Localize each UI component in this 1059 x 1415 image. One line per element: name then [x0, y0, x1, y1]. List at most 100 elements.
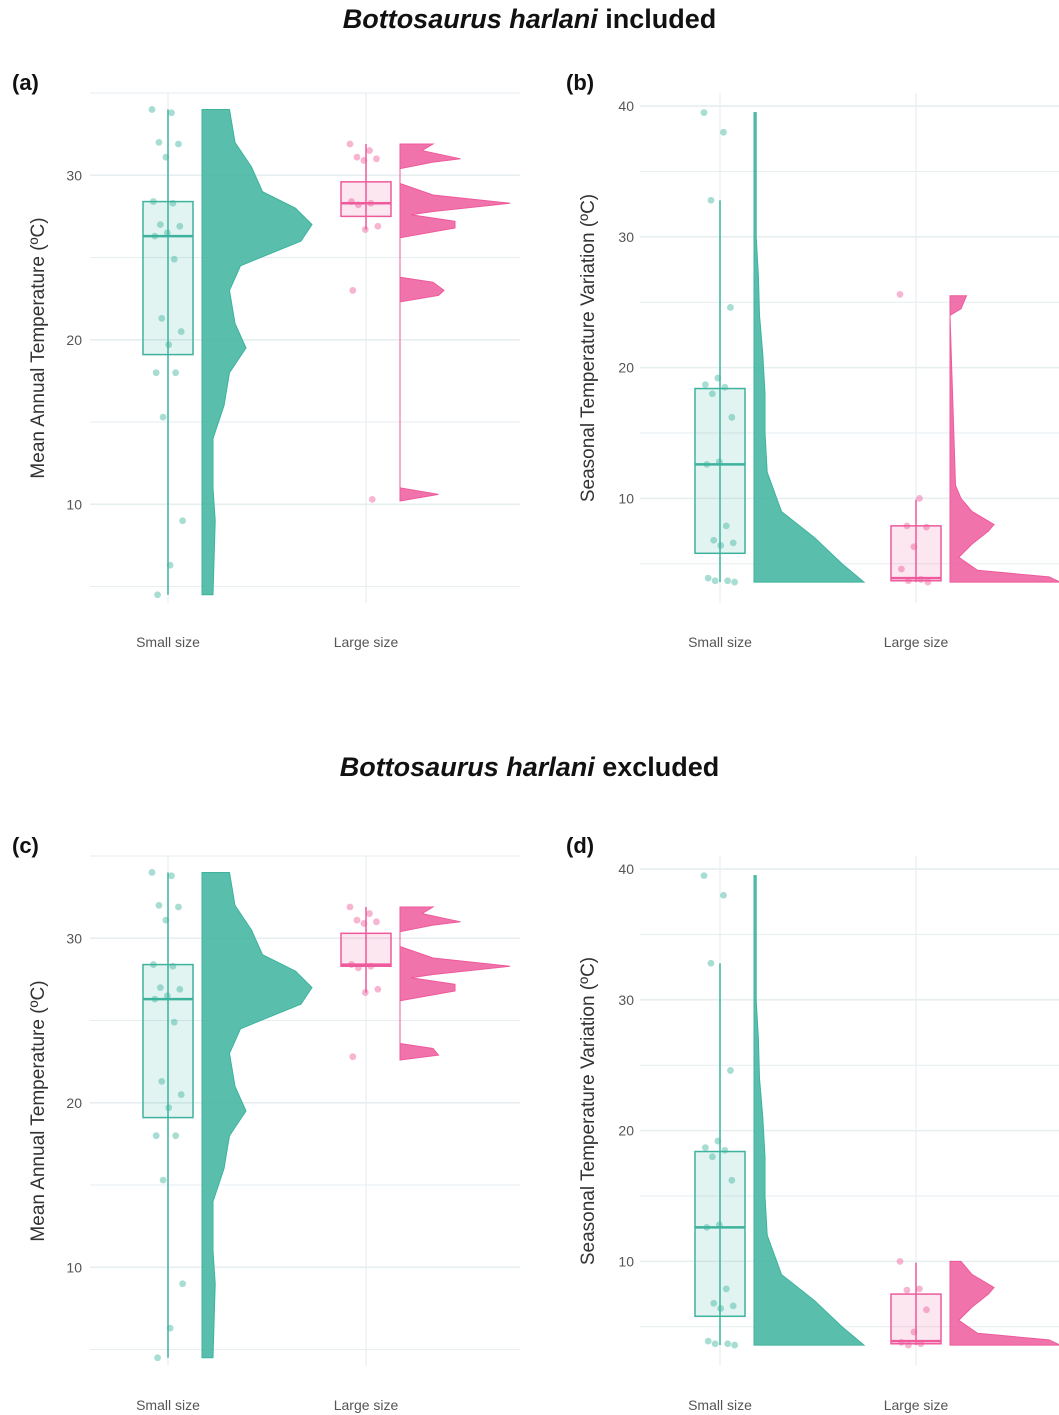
y-axis-title: Mean Annual Temperature (ºC) [28, 980, 49, 1241]
data-point [710, 1299, 718, 1307]
data-point [700, 872, 708, 880]
data-point [162, 153, 170, 161]
y-tick-label: 30 [618, 229, 634, 245]
data-point [916, 1285, 923, 1293]
density-cloud [201, 871, 313, 1359]
data-point [169, 199, 177, 207]
data-point [165, 1104, 173, 1112]
x-tick-label: Large size [334, 1397, 399, 1413]
data-point [346, 903, 354, 911]
section-title-included: Bottosaurus harlani included [0, 4, 1059, 35]
data-point [707, 196, 715, 204]
data-point [704, 574, 712, 582]
data-point [924, 578, 932, 586]
box [694, 1150, 746, 1318]
data-point [168, 872, 175, 880]
data-point [151, 232, 159, 240]
data-point [724, 577, 732, 585]
data-point [159, 413, 167, 421]
y-axis-title: Mean Annual Temperature (ºC) [28, 217, 49, 478]
y-tick-label: 30 [66, 167, 82, 183]
data-point [917, 1340, 925, 1348]
data-point [151, 995, 159, 1003]
data-point [368, 495, 376, 503]
data-point [731, 1341, 739, 1349]
box [694, 387, 746, 555]
data-point [715, 458, 723, 466]
data-point [159, 1176, 167, 1184]
data-point [149, 198, 157, 205]
data-point [714, 374, 722, 382]
panel-label-a: (a) [12, 70, 39, 95]
data-point [162, 916, 170, 924]
section-title-suffix: included [597, 4, 717, 34]
data-point [923, 523, 930, 531]
data-point [721, 383, 729, 391]
data-point [154, 1354, 161, 1362]
data-point [701, 381, 709, 389]
box [142, 963, 194, 1119]
data-point [917, 576, 925, 583]
data-point [715, 1221, 723, 1229]
data-point [155, 901, 163, 909]
data-point [158, 314, 166, 322]
data-point [349, 287, 357, 294]
y-tick-label: 20 [66, 332, 82, 348]
data-point [177, 328, 185, 335]
data-point [148, 106, 156, 113]
panel-label-d: (d) [566, 833, 595, 858]
data-point [720, 128, 727, 136]
data-point [373, 155, 380, 163]
data-point [156, 221, 164, 229]
data-point [727, 304, 734, 311]
density-cloud [201, 108, 313, 596]
section-title-suffix: excluded [594, 752, 720, 782]
y-tick-label: 10 [618, 490, 634, 506]
data-point [360, 920, 368, 927]
data-point [367, 962, 375, 970]
data-point [361, 989, 369, 996]
data-point [158, 1077, 166, 1085]
data-point [347, 961, 355, 968]
data-point [724, 1340, 732, 1348]
data-point [374, 222, 382, 230]
data-point [904, 1341, 912, 1349]
data-point [904, 577, 912, 585]
data-point [154, 591, 161, 599]
data-point [910, 1328, 918, 1336]
data-point [903, 1286, 911, 1294]
y-tick-label: 20 [66, 1095, 82, 1111]
y-tick-label: 20 [618, 360, 634, 376]
data-point [152, 1132, 160, 1140]
data-point [166, 561, 174, 569]
x-tick-label: Small size [136, 1397, 200, 1413]
data-point [168, 109, 175, 117]
data-point [165, 341, 173, 349]
data-point [152, 369, 160, 377]
chart-panel-c: 10 20 30 Mean Annual Temperature (ºC) Small … [28, 855, 520, 1413]
data-point [361, 226, 369, 233]
data-point [721, 1146, 729, 1154]
data-point [714, 1137, 722, 1145]
data-point [897, 1339, 905, 1346]
y-tick-label: 40 [618, 861, 634, 877]
data-point [728, 1176, 736, 1184]
data-point [711, 577, 719, 585]
data-point [903, 522, 911, 530]
chart-panel-d: 10 20 30 40 Seasonal Temperature Variation (… [578, 856, 1059, 1413]
data-point [700, 109, 708, 117]
data-point [707, 959, 715, 967]
data-point [179, 1280, 187, 1288]
data-point [729, 539, 737, 547]
x-tick-label: Small size [688, 1397, 752, 1413]
species-name: Bottosaurus harlani [339, 752, 595, 782]
data-point [148, 869, 156, 876]
data-point [166, 1324, 174, 1332]
data-point [176, 222, 184, 230]
data-point [896, 290, 904, 298]
panel-label-b: (b) [566, 70, 595, 95]
panel-label-c: (c) [12, 833, 39, 858]
box [340, 181, 392, 218]
data-point [727, 1067, 734, 1074]
data-point [366, 910, 373, 917]
